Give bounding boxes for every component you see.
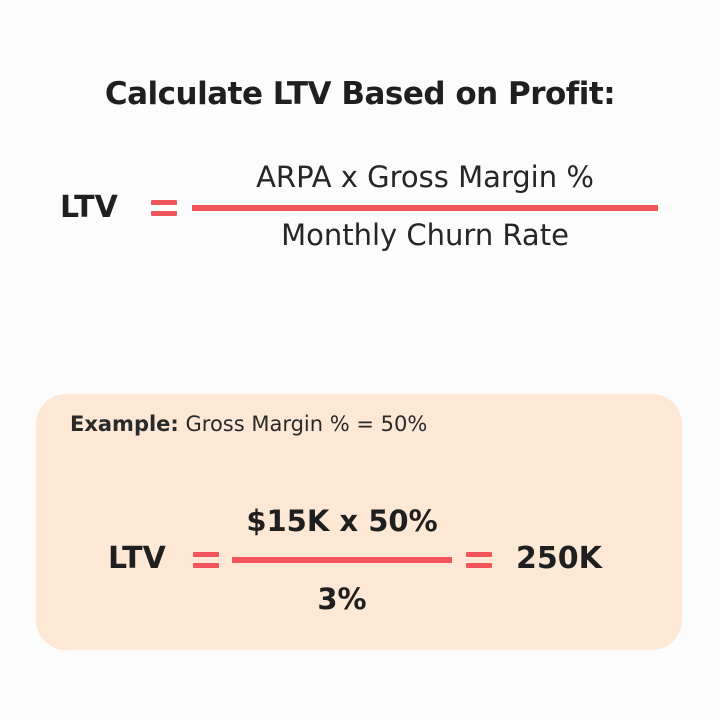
example-denominator: 3% bbox=[317, 582, 367, 616]
fraction-bar bbox=[192, 205, 658, 211]
example-result: 250K bbox=[516, 541, 602, 576]
page-title: Calculate LTV Based on Profit: bbox=[104, 76, 616, 112]
example-lhs: LTV bbox=[108, 541, 166, 576]
example-label: Example: Gross Margin % = 50% bbox=[70, 412, 427, 436]
example-card bbox=[36, 394, 682, 650]
example-label-bold: Example: bbox=[70, 412, 179, 436]
formula-numerator: ARPA x Gross Margin % bbox=[256, 160, 594, 194]
example-label-text: Gross Margin % = 50% bbox=[178, 412, 428, 436]
example-fraction-bar bbox=[232, 557, 452, 563]
equals-sign bbox=[151, 200, 177, 216]
formula-denominator: Monthly Churn Rate bbox=[281, 218, 569, 252]
formula-lhs: LTV bbox=[60, 190, 118, 225]
example-numerator: $15K x 50% bbox=[246, 504, 438, 538]
result-equals-sign bbox=[466, 552, 492, 568]
example-equals-sign bbox=[193, 552, 219, 568]
